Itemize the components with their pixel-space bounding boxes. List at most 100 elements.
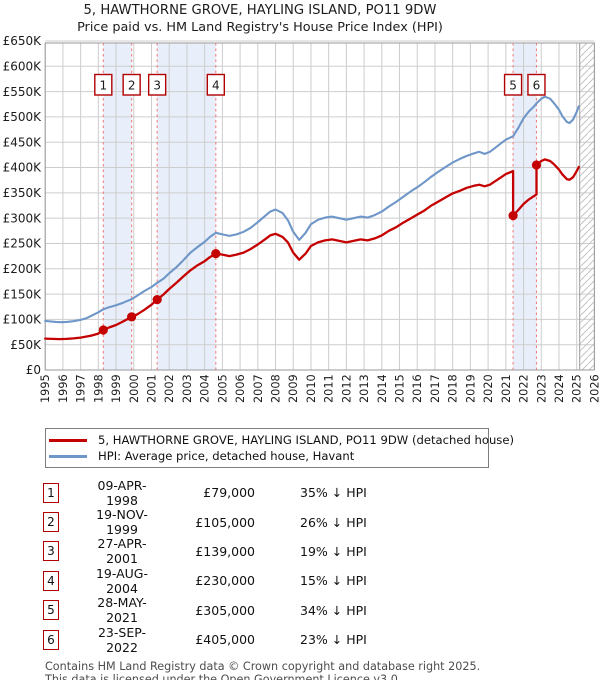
sale-row: 5 28-MAY-2021 £305,000 34% ↓ HPI (43, 595, 600, 625)
chart-title: 5, HAWTHORNE GROVE, HAYLING ISLAND, PO11… (84, 3, 437, 18)
sale-marker-number: 6 (533, 79, 541, 93)
sales-table: 1 09-APR-1998 £79,000 35% ↓ HPI 2 19-NOV-1999… (43, 477, 600, 655)
x-tick-label: 2015 (394, 374, 407, 403)
sale-date: 19-NOV-1999 (96, 507, 148, 538)
x-tick-label: 1996 (57, 374, 70, 403)
sale-price: £139,000 (195, 543, 255, 559)
sale-point-dots (98, 160, 542, 335)
property-series-line (44, 158, 580, 341)
sale-marker-box (94, 73, 113, 96)
y-tick-label: £600K (3, 60, 43, 74)
legend: 5, HAWTHORNE GROVE, HAYLING ISLAND, PO11… (45, 428, 514, 468)
sale-number-badge: 3 (43, 541, 59, 562)
y-tick-label: £650K (3, 34, 43, 48)
x-tick-label: 2016 (411, 374, 424, 403)
sale-number-badge: 5 (43, 600, 59, 621)
sale-row: 6 23-SEP-2022 £405,000 23% ↓ HPI (43, 624, 600, 655)
x-tick-label: 2000 (128, 374, 141, 403)
sale-marker-number: 1 (99, 79, 107, 93)
y-tick-label: £300K (3, 211, 43, 225)
x-tick-label: 2026 (588, 374, 600, 403)
x-tick-label: 2022 (518, 374, 531, 403)
sale-point (152, 295, 162, 305)
sale-number-markers: 1 2 3 4 5 6 (94, 73, 546, 96)
sale-point (508, 211, 518, 221)
sale-number-badge: 4 (43, 570, 59, 591)
legend-item-hpi: HPI: Average price, detached house, Hava… (49, 448, 488, 464)
sale-marker-number: 4 (212, 79, 220, 93)
x-tick-label: 2002 (163, 374, 176, 403)
x-tick-label: 2021 (500, 374, 513, 403)
x-tick-label: 2001 (145, 374, 158, 403)
sale-vs-hpi: 35% ↓ HPI (300, 485, 367, 501)
x-tick-label: 1999 (110, 374, 123, 403)
sale-row: 4 19-AUG-2004 £230,000 15% ↓ HPI (43, 565, 600, 596)
x-tick-label: 2024 (553, 374, 566, 403)
sale-point (98, 325, 108, 335)
sale-marker-box (147, 73, 167, 96)
sale-vs-hpi: 19% ↓ HPI (300, 543, 367, 559)
x-tick-label: 1998 (92, 374, 105, 403)
hpi-series-line (44, 95, 580, 324)
sale-date: 23-SEP-2022 (97, 624, 147, 655)
sale-vs-hpi: 15% ↓ HPI (300, 573, 367, 589)
license-footer: Contains HM Land Registry data © Crown c… (45, 660, 600, 680)
chart-subtitle: Price paid vs. HM Land Registry's House … (77, 20, 443, 35)
y-tick-label: £500K (3, 110, 43, 124)
ownership-band (103, 43, 132, 370)
y-tick-label: £550K (3, 85, 43, 99)
y-tick-label: £200K (3, 262, 43, 276)
x-tick-label: 1997 (75, 374, 88, 403)
sale-marker-box (503, 73, 523, 96)
sale-date: 19-AUG-2004 (95, 565, 149, 596)
property-line-swatch (49, 438, 87, 442)
y-tick-label: £350K (3, 186, 43, 200)
sale-date: 09-APR-1998 (97, 477, 147, 508)
x-tick-label: 2010 (305, 374, 318, 403)
sale-vs-hpi: 34% ↓ HPI (300, 602, 367, 618)
plot-border (44, 42, 595, 371)
footer-line-2: This data is licensed under the Open Gov… (45, 673, 402, 680)
sale-point (531, 160, 542, 170)
sale-marker-number: 2 (128, 79, 136, 93)
x-axis-labels: 1995 1996 1997 1998 1999 2000 2001 2002 2003 2004… (39, 374, 600, 403)
x-tick-label: 2013 (358, 374, 371, 403)
sale-price: £405,000 (195, 632, 255, 648)
y-tick-label: £450K (3, 135, 43, 149)
sale-point (127, 312, 137, 322)
sale-price: £105,000 (195, 514, 255, 530)
sale-marker-box (122, 73, 141, 96)
y-axis-labels: £0 £50K £100K £150K £200K £250K £300K £350K £400… (3, 34, 43, 377)
x-tick-label: 1995 (39, 374, 52, 403)
x-tick-label: 2008 (270, 374, 283, 403)
price-history-chart: 5, HAWTHORNE GROVE, HAYLING ISLAND, PO11… (3, 3, 600, 403)
y-tick-label: £100K (3, 313, 43, 327)
sale-row: 1 09-APR-1998 £79,000 35% ↓ HPI (43, 477, 600, 508)
y-tick-label: £400K (3, 161, 43, 175)
x-tick-label: 2012 (340, 374, 353, 403)
footer-line-1: Contains HM Land Registry data © Crown c… (45, 660, 481, 674)
sale-marker-number: 5 (509, 79, 517, 93)
x-tick-label: 2004 (199, 374, 212, 403)
sale-vs-hpi: 23% ↓ HPI (300, 632, 367, 648)
property-line (44, 158, 580, 341)
x-tick-label: 2006 (234, 374, 247, 403)
sale-number-badge: 1 (43, 482, 59, 503)
sale-price: £305,000 (195, 602, 255, 618)
future-hatch (579, 43, 595, 370)
y-tick-label: £250K (3, 237, 43, 251)
future-region (579, 43, 595, 370)
x-tick-label: 2018 (447, 374, 460, 403)
sale-marker-number: 3 (153, 79, 161, 93)
sale-point (211, 248, 221, 259)
sale-marker-box (527, 73, 546, 96)
hpi-line-swatch (49, 454, 87, 458)
y-tick-label: £150K (3, 287, 43, 301)
sale-marker-box (206, 73, 226, 96)
x-tick-label: 2019 (464, 374, 477, 403)
legend-item-property: 5, HAWTHORNE GROVE, HAYLING ISLAND, PO11… (49, 432, 514, 448)
sale-vs-hpi: 26% ↓ HPI (300, 514, 367, 530)
x-tick-label: 2025 (571, 374, 584, 403)
x-tick-label: 2005 (216, 374, 229, 403)
